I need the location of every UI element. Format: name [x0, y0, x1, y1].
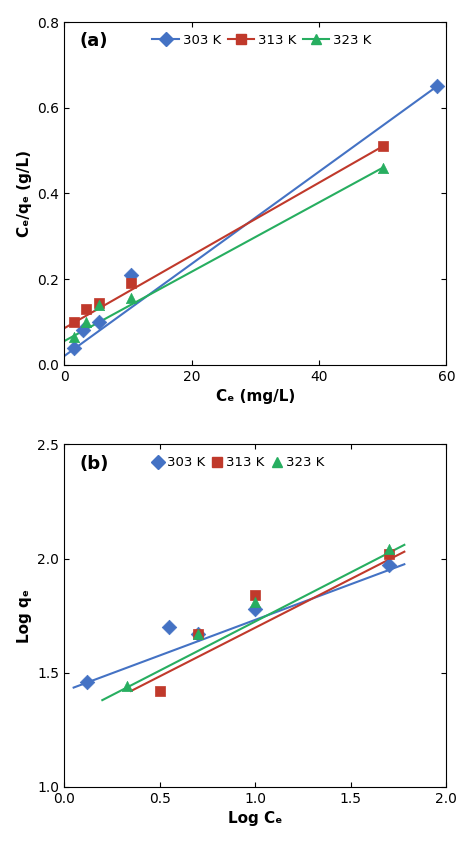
Point: [251, 588, 259, 602]
Point: [433, 79, 441, 93]
Point: [165, 620, 173, 634]
Point: [194, 627, 201, 641]
Point: [70, 315, 77, 329]
Point: [156, 685, 164, 698]
X-axis label: Cₑ (mg/L): Cₑ (mg/L): [216, 389, 295, 404]
Point: [95, 315, 103, 329]
X-axis label: Log Cₑ: Log Cₑ: [228, 811, 283, 826]
Point: [385, 547, 393, 561]
Text: (b): (b): [79, 454, 109, 473]
Point: [82, 315, 90, 329]
Point: [379, 161, 386, 175]
Point: [123, 679, 131, 693]
Point: [80, 324, 87, 337]
Point: [385, 559, 393, 572]
Text: (a): (a): [79, 32, 108, 51]
Point: [127, 277, 135, 290]
Point: [95, 298, 103, 312]
Point: [251, 595, 259, 609]
Point: [70, 330, 77, 344]
Point: [70, 341, 77, 354]
Point: [194, 627, 201, 641]
Y-axis label: Log qₑ: Log qₑ: [17, 588, 32, 642]
Y-axis label: Cₑ/qₑ (g/L): Cₑ/qₑ (g/L): [17, 150, 32, 237]
Point: [95, 296, 103, 309]
Point: [251, 602, 259, 615]
Point: [82, 303, 90, 316]
Point: [127, 268, 135, 282]
Legend: 303 K, 313 K, 323 K: 303 K, 313 K, 323 K: [147, 29, 377, 52]
Point: [385, 543, 393, 556]
Legend: 303 K, 313 K, 323 K: 303 K, 313 K, 323 K: [147, 451, 329, 475]
Point: [127, 292, 135, 305]
Point: [194, 627, 201, 641]
Point: [379, 140, 386, 153]
Point: [83, 675, 91, 689]
